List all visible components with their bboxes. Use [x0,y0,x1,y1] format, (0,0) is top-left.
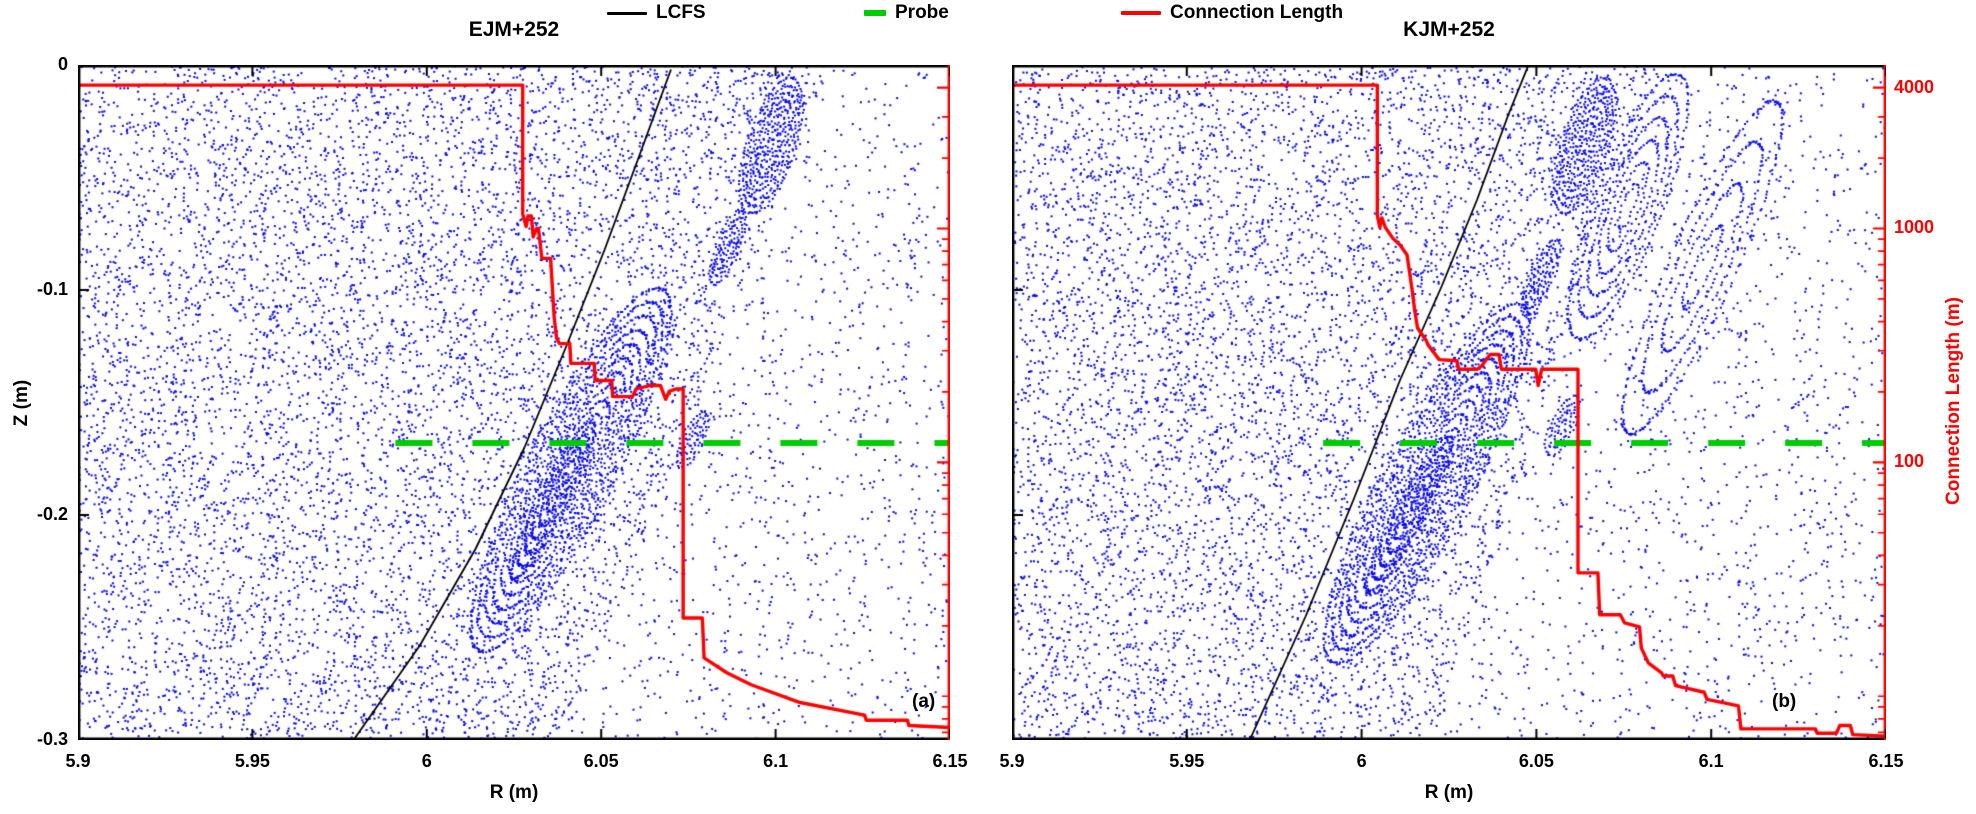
y2-axis-label: Connection Length (m) [1943,297,1964,505]
probe-dash-swatch [864,10,886,16]
x-tick-kjm-5.95: 5.95 [1169,751,1205,771]
legend: LCFS Probe Connection Length [0,0,1976,28]
legend-label-connection-length: Connection Length [1170,2,1344,23]
panel-letter-b: (b) [1772,691,1797,712]
connection-length-line-swatch [1121,11,1161,15]
x-tick-ejm-6.05: 6.05 [583,751,619,771]
y-tick--0.2: -0.2 [36,504,68,524]
y-tick-0: 0 [57,54,68,74]
x-tick-ejm-5.95: 5.95 [234,751,270,771]
x-tick-kjm-6: 6 [1356,751,1367,771]
panel-title-kjm: KJM+252 [1403,18,1495,41]
y2-tick-100: 100 [1894,451,1925,472]
legend-item-connection-length: Connection Length [1121,2,1343,24]
legend-item-lcfs: LCFS [607,2,706,24]
lcfs-line-swatch [607,11,647,15]
poincare-plot-kjm [1012,65,1886,740]
y-tick--0.1: -0.1 [36,279,68,299]
legend-label-lcfs: LCFS [656,2,706,23]
x-tick-kjm-6.15: 6.15 [1868,751,1904,771]
legend-item-probe: Probe [864,2,949,24]
y2-tick-4000: 4000 [1894,76,1935,97]
x-axis-label-ejm: R (m) [489,782,539,803]
x-tick-ejm-6: 6 [421,751,432,771]
x-tick-ejm-5.9: 5.9 [65,751,91,771]
panel-letter-a: (a) [912,691,936,712]
y-tick--0.3: -0.3 [36,729,68,749]
y-axis-label: Z (m) [11,379,32,427]
poincare-plot-ejm [78,65,950,740]
y2-tick-1000: 1000 [1894,217,1935,238]
x-axis-label-kjm: R (m) [1424,782,1474,803]
panel-title-ejm: EJM+252 [468,18,560,41]
legend-label-probe: Probe [895,2,949,23]
x-tick-ejm-6.15: 6.15 [932,751,968,771]
x-tick-kjm-6.1: 6.1 [1698,751,1724,771]
x-tick-kjm-6.05: 6.05 [1518,751,1554,771]
x-tick-kjm-5.9: 5.9 [999,751,1025,771]
x-tick-ejm-6.1: 6.1 [763,751,789,771]
